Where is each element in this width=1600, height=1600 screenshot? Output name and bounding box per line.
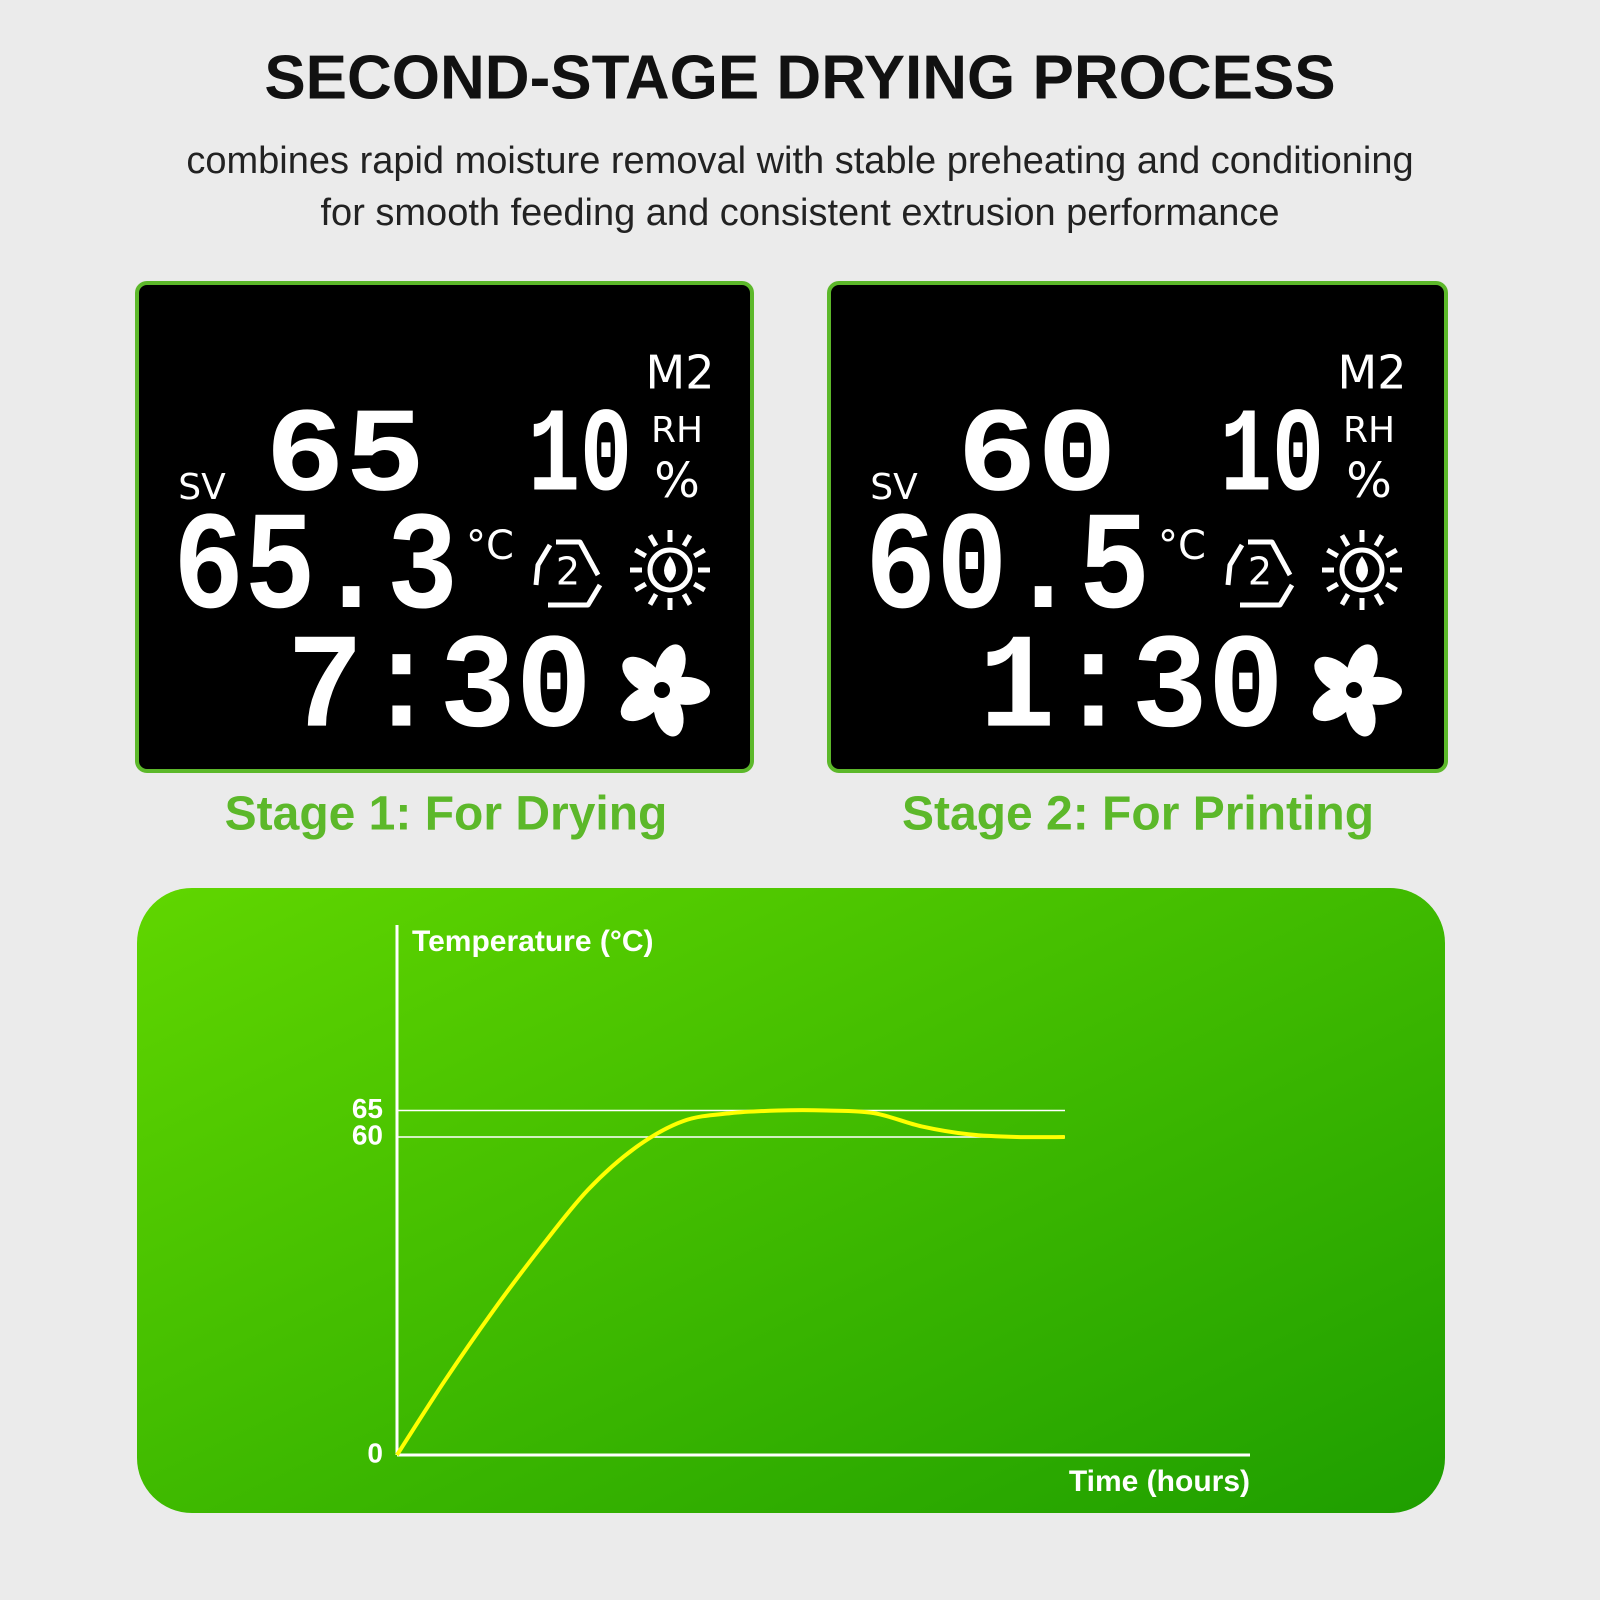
- temp: 65.3: [173, 491, 458, 650]
- sv-label: SV: [178, 467, 226, 508]
- y-axis-label: Temperature (°C): [412, 925, 653, 958]
- fan-blade: [1312, 685, 1356, 722]
- fan-hub: [654, 682, 670, 698]
- rh: RH: [1343, 410, 1395, 451]
- sun-icon: [647, 547, 693, 593]
- time: 7:30: [287, 614, 592, 767]
- unit: °C: [466, 523, 514, 569]
- cycle: 2: [1248, 550, 1272, 594]
- recycle-icon: [533, 539, 603, 608]
- fan-blade: [1314, 656, 1356, 694]
- sun-ray: [1384, 547, 1398, 559]
- sun-ray: [634, 547, 648, 559]
- rh: RH: [651, 410, 703, 451]
- mode: M2: [1338, 346, 1407, 400]
- mode: M2: [646, 346, 715, 400]
- caption: Stage 2: For Printing: [902, 788, 1374, 841]
- sun-ray: [681, 534, 693, 548]
- humidity: 10: [1220, 391, 1324, 527]
- percent: %: [1346, 453, 1392, 509]
- fan-hub: [1346, 682, 1362, 698]
- sun-ray: [634, 581, 648, 593]
- fan-blade: [622, 656, 664, 694]
- humidity: 10: [528, 391, 632, 527]
- sun-ray: [1373, 534, 1385, 548]
- sun-ray: [647, 592, 659, 606]
- subtitle: combines rapid moisture removal with sta…: [186, 140, 1413, 182]
- chart-panel: [137, 888, 1445, 1513]
- sun-ray: [1373, 592, 1385, 606]
- y-tick-label: 65: [352, 1093, 383, 1124]
- cycle: 2: [556, 550, 580, 594]
- sun-ray: [647, 534, 659, 548]
- title: SECOND-STAGE DRYING PROCESS: [264, 43, 1335, 112]
- temperature-line: [395, 1108, 1065, 1457]
- fan-blade: [620, 685, 664, 722]
- sun-ray: [1326, 581, 1340, 593]
- drop-icon: [1356, 556, 1368, 582]
- y-tick-label: 0: [367, 1437, 383, 1468]
- time: 1:30: [979, 614, 1284, 767]
- drop-icon: [664, 556, 676, 582]
- sun-icon: [1339, 547, 1385, 593]
- caption: Stage 1: For Drying: [225, 788, 668, 841]
- recycle-icon: [1225, 539, 1295, 608]
- subtitle: for smooth feeding and consistent extrus…: [321, 192, 1280, 234]
- sun-ray: [692, 581, 706, 593]
- temp: 60.5: [865, 491, 1150, 650]
- percent: %: [654, 453, 700, 509]
- set-temp: 65: [265, 391, 425, 527]
- y-tick-label: 60: [352, 1119, 383, 1150]
- display-panel: [135, 281, 754, 773]
- unit: °C: [1158, 523, 1206, 569]
- sun-ray: [681, 592, 693, 606]
- x-axis-label: Time (hours): [1069, 1465, 1250, 1498]
- sv-label: SV: [870, 467, 918, 508]
- sun-ray: [692, 547, 706, 559]
- set-temp: 60: [957, 391, 1117, 527]
- sun-ray: [1326, 547, 1340, 559]
- sun-ray: [1339, 534, 1351, 548]
- sun-ray: [1384, 581, 1398, 593]
- sun-ray: [1339, 592, 1351, 606]
- display-panel: [827, 281, 1448, 773]
